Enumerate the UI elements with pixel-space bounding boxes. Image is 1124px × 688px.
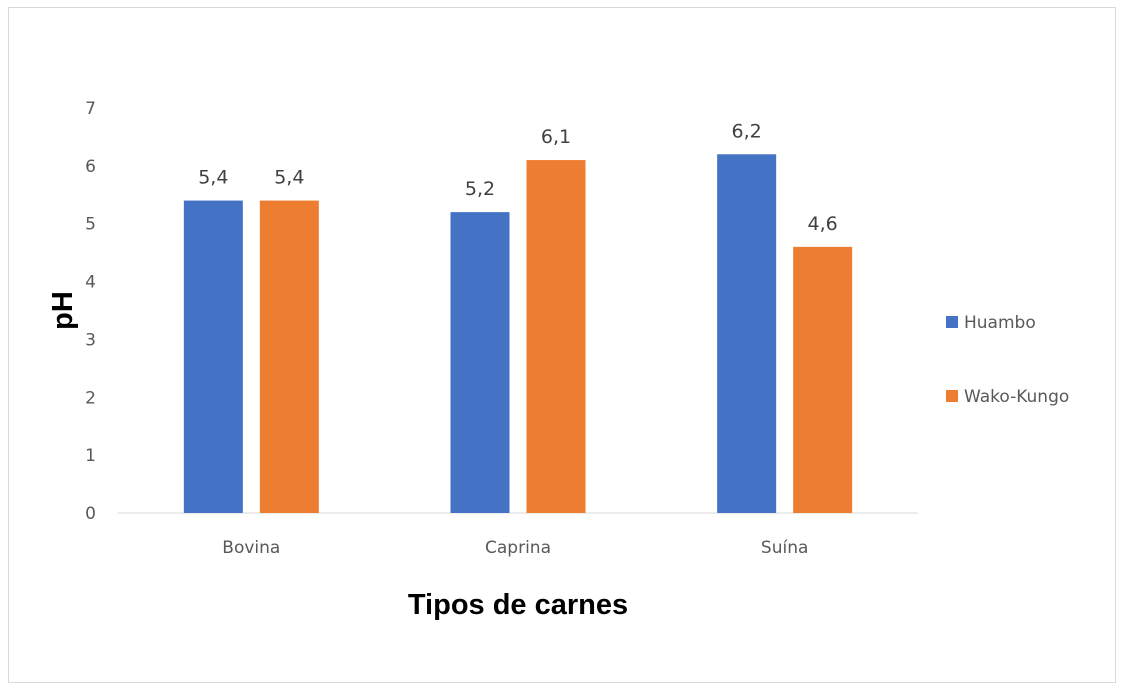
y-tick-label: 7: [85, 99, 96, 119]
bar-huambo-caprina: [450, 212, 510, 513]
bar-huambo-su-na: [717, 154, 777, 514]
data-label: 6,1: [541, 126, 571, 148]
x-tick-label: Suína: [761, 538, 808, 558]
legend-label: Huambo: [964, 313, 1036, 333]
y-axis-ticks: 0 1 2 3 4 5 6 7: [85, 99, 96, 524]
x-tick-label: Caprina: [485, 538, 551, 558]
data-label: 6,2: [732, 120, 762, 142]
legend: Huambo Wako-Kungo: [946, 313, 1069, 407]
data-label: 5,4: [274, 167, 304, 189]
bar-wako-kungo-caprina: [526, 160, 586, 514]
y-tick-label: 6: [85, 157, 96, 177]
bar-wako-kungo-su-na: [793, 246, 853, 513]
bars: [183, 154, 853, 514]
y-tick-label: 2: [85, 388, 96, 408]
y-axis-title: pH: [47, 291, 79, 330]
y-tick-label: 4: [85, 273, 96, 293]
x-axis-ticks: Bovina Caprina Suína: [222, 538, 808, 558]
legend-swatch: [946, 390, 958, 402]
y-tick-label: 3: [85, 330, 96, 350]
data-labels: 5,4 5,4 5,2 6,1 6,2 4,6: [198, 120, 838, 235]
data-label: 5,4: [198, 167, 228, 189]
bar-huambo-bovina: [183, 200, 243, 514]
data-label: 5,2: [465, 178, 495, 200]
y-tick-label: 1: [85, 446, 96, 466]
x-tick-label: Bovina: [222, 538, 280, 558]
x-axis-title: Tipos de carnes: [408, 589, 628, 621]
legend-swatch: [946, 316, 958, 328]
bar-wako-kungo-bovina: [259, 200, 319, 514]
data-label: 4,6: [808, 213, 838, 235]
legend-label: Wako-Kungo: [964, 387, 1069, 407]
y-tick-label: 5: [85, 215, 96, 235]
y-tick-label: 0: [85, 504, 96, 524]
